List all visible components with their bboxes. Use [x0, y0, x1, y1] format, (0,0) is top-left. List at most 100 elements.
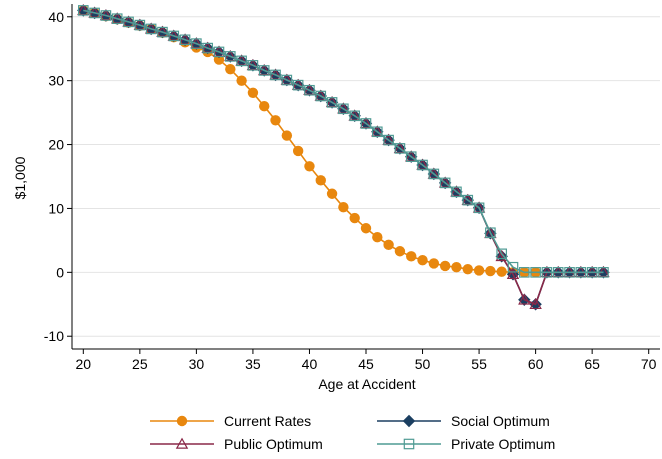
data-point-current-rates: [496, 266, 507, 277]
x-tick-label: 20: [76, 356, 92, 372]
x-tick-label: 35: [245, 356, 261, 372]
data-point-private-optimum: [349, 110, 360, 122]
x-tick-label: 30: [189, 356, 205, 372]
series-line-private-optimum: [83, 9, 604, 274]
legend-marker-icon: [175, 437, 189, 449]
data-point-private-optimum: [191, 38, 202, 49]
legend-label: Social Optimum: [451, 413, 550, 429]
data-point-private-optimum: [439, 177, 451, 189]
data-point-current-rates: [428, 258, 440, 269]
data-point-private-optimum: [213, 46, 225, 58]
data-point-private-optimum: [338, 103, 349, 115]
data-point-current-rates: [485, 265, 496, 277]
data-point-private-optimum: [326, 97, 338, 108]
data-point-private-optimum: [270, 69, 281, 81]
data-point-private-optimum: [417, 159, 428, 171]
y-axis-title: $1,000: [12, 156, 28, 199]
data-point-private-optimum: [586, 267, 598, 278]
x-tick-label: 45: [358, 356, 374, 372]
y-tick-label: 40: [48, 9, 64, 25]
data-point-current-rates: [360, 223, 372, 234]
data-point-public-optimum: [506, 267, 520, 280]
data-point-private-optimum: [564, 267, 575, 278]
data-point-current-rates: [372, 231, 383, 243]
data-point-private-optimum: [598, 267, 609, 278]
data-point-private-optimum: [315, 90, 327, 102]
data-point-private-optimum: [372, 126, 383, 138]
data-point-private-optimum: [473, 202, 485, 214]
data-point-current-rates: [394, 246, 406, 257]
data-point-private-optimum: [100, 10, 112, 21]
data-point-private-optimum: [236, 55, 247, 67]
data-point-current-rates: [462, 263, 473, 275]
data-point-private-optimum: [292, 79, 304, 91]
data-point-current-rates: [417, 254, 428, 266]
data-point-private-optimum: [304, 84, 315, 96]
data-point-current-rates: [259, 101, 270, 112]
axes: -10 0 10 20 30 40 20 25 30 35 40 45 50 55 60 65 70: [44, 4, 660, 372]
y-tick-label: 0: [56, 264, 64, 280]
data-point-private-optimum: [519, 267, 530, 278]
data-point-private-optimum: [134, 19, 146, 31]
data-point-public-optimum: [518, 293, 531, 305]
y-tick-label: 10: [48, 200, 64, 216]
data-point-private-optimum: [258, 65, 270, 76]
data-point-private-optimum: [552, 267, 564, 278]
series-private-optimum: [78, 5, 609, 278]
data-point-private-optimum: [145, 23, 157, 35]
data-point-private-optimum: [507, 261, 519, 273]
data-point-current-rates: [292, 145, 304, 157]
data-point-private-optimum: [405, 151, 417, 162]
legend-label: Public Optimum: [224, 436, 323, 452]
data-point-private-optimum: [168, 30, 180, 42]
y-tick-label: -10: [44, 328, 64, 344]
data-point-current-rates: [270, 115, 281, 126]
data-point-private-optimum: [89, 7, 100, 19]
legend-label: Current Rates: [224, 413, 311, 429]
data-point-current-rates: [451, 262, 462, 273]
y-tick-label: 20: [48, 137, 64, 153]
data-point-current-rates: [315, 175, 326, 186]
data-point-current-rates: [338, 201, 349, 213]
data-point-private-optimum: [575, 267, 587, 278]
data-point-private-optimum: [123, 16, 134, 28]
data-point-private-optimum: [111, 13, 123, 24]
data-point-private-optimum: [428, 168, 440, 180]
legend-marker-icon: [402, 414, 416, 428]
data-point-current-rates: [225, 63, 236, 75]
legend: Current Rates Social Optimum Public Optimu…: [150, 413, 555, 452]
x-tick-label: 70: [641, 356, 657, 372]
data-point-private-optimum: [157, 26, 168, 38]
data-point-private-optimum: [78, 5, 89, 16]
legend-item-social-optimum: Social Optimum: [377, 413, 550, 429]
data-point-current-rates: [304, 161, 315, 172]
data-point-private-optimum: [202, 42, 213, 54]
legend-item-private-optimum: Private Optimum: [377, 436, 555, 452]
data-point-current-rates: [281, 130, 293, 141]
x-tick-label: 50: [415, 356, 431, 372]
x-tick-label: 40: [302, 356, 318, 372]
data-point-current-rates: [406, 251, 417, 262]
x-tick-label: 55: [471, 356, 487, 372]
legend-marker-icon: [403, 438, 415, 450]
legend-marker-icon: [176, 415, 188, 427]
data-point-private-optimum: [360, 118, 372, 129]
data-point-private-optimum: [281, 74, 293, 86]
data-point-private-optimum: [496, 248, 507, 260]
data-point-current-rates: [473, 265, 485, 276]
x-tick-label: 25: [132, 356, 148, 372]
legend-item-current-rates: Current Rates: [150, 413, 311, 429]
data-point-private-optimum: [462, 194, 474, 206]
data-point-private-optimum: [541, 267, 553, 278]
data-point-current-rates: [383, 239, 394, 251]
series-layer: [77, 3, 610, 311]
data-point-private-optimum: [485, 227, 496, 239]
x-tick-label: 65: [584, 356, 600, 372]
legend-label: Private Optimum: [451, 436, 555, 452]
data-point-private-optimum: [394, 143, 406, 154]
data-point-current-rates: [439, 260, 451, 272]
data-point-current-rates: [247, 87, 259, 99]
gridlines: [72, 16, 660, 337]
